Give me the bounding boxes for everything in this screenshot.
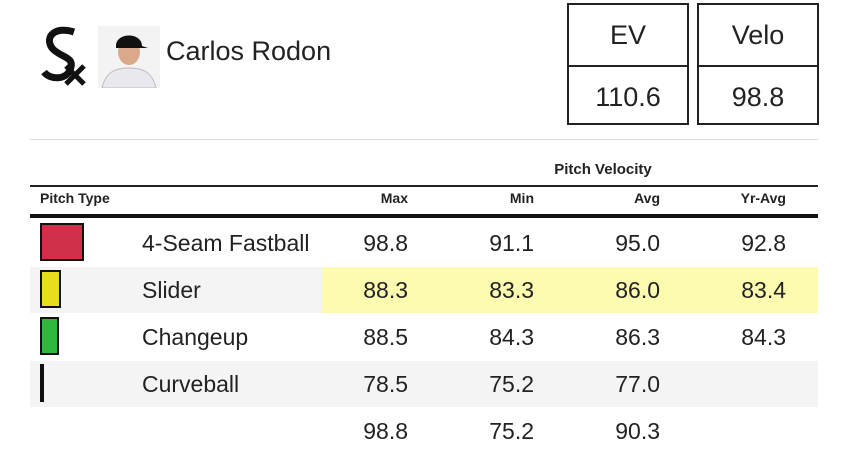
- cell-value: 88.5: [363, 324, 408, 350]
- cell-value: 77.0: [615, 371, 660, 397]
- cell-value: 86.3: [615, 324, 660, 350]
- stat-label: Velo: [699, 5, 817, 67]
- stat-value: 110.6: [595, 82, 661, 112]
- column-header: Max: [380, 190, 408, 206]
- table-row: Curveball 78.5 75.2 77.0: [30, 361, 818, 407]
- stat-box: Velo 98.8: [697, 3, 819, 125]
- stat-label: EV: [569, 5, 687, 67]
- cell-value: 75.2: [489, 371, 534, 397]
- cell-value: 84.3: [489, 324, 534, 350]
- page: {"header": {"player": "Carlos Rodon"}, "…: [30, 3, 819, 444]
- cell-value: 98.8: [363, 230, 408, 256]
- pitch-name: Curveball: [142, 371, 240, 397]
- cell-value: 91.1: [489, 230, 534, 256]
- totals-row: 98.8 75.2 90.3: [30, 408, 818, 454]
- cell-value: 92.8: [741, 230, 786, 256]
- header-rule: [30, 185, 818, 187]
- table-row: Changeup 88.5 84.3 86.3 84.3: [30, 314, 818, 360]
- total-value: 98.8: [363, 418, 408, 444]
- table-row: Slider 88.3 83.3 86.0 83.4: [30, 267, 818, 313]
- column-header: Yr-Avg: [740, 190, 786, 206]
- row-highlight: [322, 267, 818, 313]
- pitch-name: Slider: [142, 277, 201, 303]
- usage-bar: [40, 364, 44, 402]
- cell-value: 78.5: [363, 371, 408, 397]
- total-value: 75.2: [489, 418, 534, 444]
- group-header: Pitch Velocity: [554, 161, 652, 178]
- usage-bar: [40, 270, 61, 308]
- cell-value: 84.3: [741, 324, 786, 350]
- cell-value: 88.3: [363, 277, 408, 303]
- divider: [30, 139, 818, 140]
- stat-value: 98.8: [731, 82, 785, 112]
- stat-box: EV 110.6: [567, 3, 689, 125]
- player-name: Carlos Rodon: [166, 36, 332, 66]
- header-rule-thick: [30, 214, 818, 218]
- player-headshot: [98, 26, 160, 88]
- pitch-name: Changeup: [142, 324, 249, 350]
- usage-bar: [40, 223, 85, 261]
- column-header: Min: [509, 190, 534, 206]
- column-header: Pitch Type: [40, 190, 110, 206]
- cell-value: 83.4: [741, 277, 786, 303]
- cell-value: 83.3: [489, 277, 534, 303]
- cell-value: 86.0: [615, 277, 660, 303]
- column-header: Avg: [634, 190, 660, 206]
- total-value: 90.3: [615, 418, 660, 444]
- team-logo: [41, 26, 86, 86]
- table-row: 4-Seam Fastball 98.8 91.1 95.0 92.8: [30, 220, 818, 266]
- cell-value: 95.0: [615, 230, 660, 256]
- usage-bar: [40, 317, 59, 355]
- pitch-name: 4-Seam Fastball: [142, 230, 310, 256]
